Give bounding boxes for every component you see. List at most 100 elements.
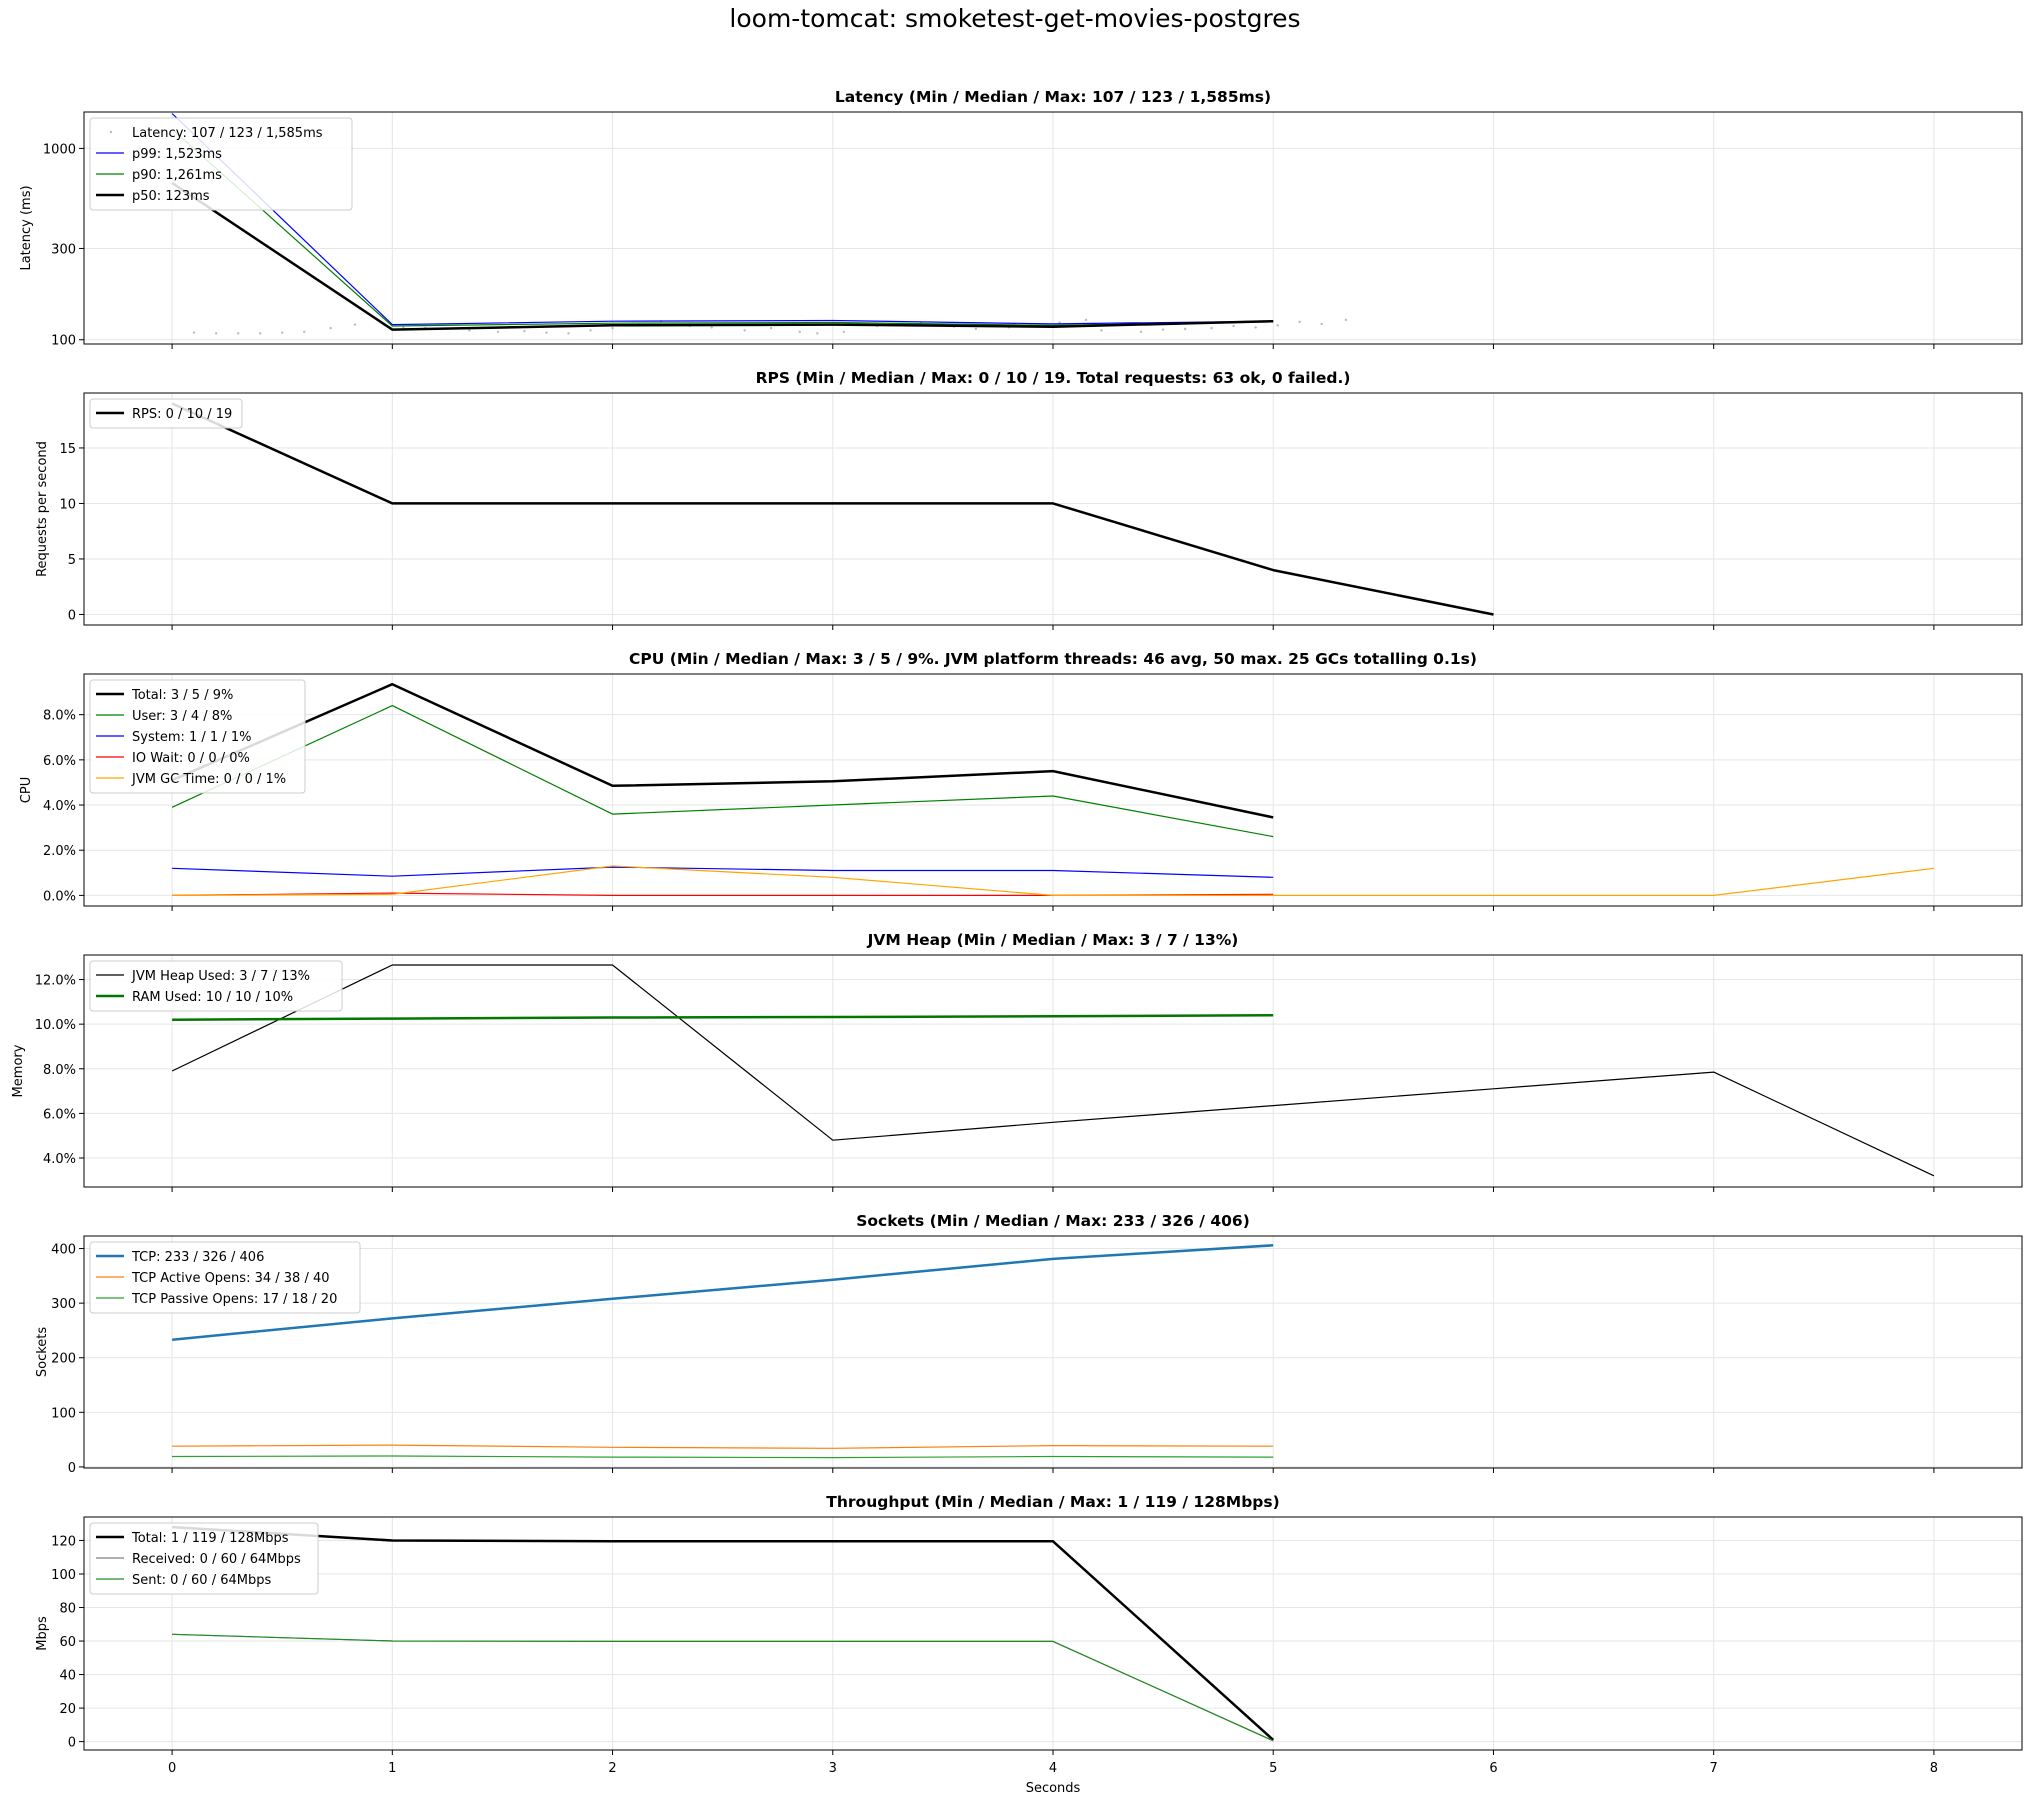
legend-label: System: 1 / 1 / 1%: [132, 730, 251, 745]
latency-sample-point: [1320, 322, 1323, 326]
x-tick-label: 5: [1269, 1761, 1277, 1776]
latency-sample-point: [1254, 326, 1257, 329]
y-tick-label: 1000: [43, 142, 76, 157]
y-tick-label: 8.0%: [43, 709, 76, 724]
x-tick-label: 0: [168, 1761, 176, 1776]
plot-data: [171, 682, 1934, 897]
chart-panel-4: 4.0% 6.0% 8.0% 10.0% 12.0% JVM Heap (Min / Me…: [11, 931, 2023, 1192]
legend-marker: [109, 130, 113, 134]
y-tick-label: 0: [68, 608, 76, 623]
series-line: [171, 682, 1274, 819]
legend-box: [89, 679, 306, 794]
latency-sample-point: [567, 332, 570, 335]
legend-label: TCP: 233 / 326 / 406: [131, 1250, 264, 1265]
y-tick-label: 40: [59, 1669, 76, 1684]
series-line: [172, 1633, 1274, 1742]
latency-sample-point: [1100, 329, 1103, 332]
latency-sample-point: [842, 330, 845, 334]
chart-title: Latency (Min / Median / Max: 107 / 123 /…: [835, 88, 1271, 106]
y-tick-label: 4.0%: [43, 799, 76, 814]
y-tick-label: 5: [68, 553, 76, 568]
legend-label: p99: 1,523ms: [132, 147, 222, 162]
y-tick-label: 8.0%: [43, 1063, 76, 1078]
latency-sample-point: [589, 329, 592, 332]
y-tick-label: 6.0%: [43, 1107, 76, 1122]
y-tick-label: 300: [51, 1297, 76, 1312]
latency-sample-point: [974, 327, 978, 331]
series-line: [172, 866, 1274, 878]
latency-sample-point: [281, 331, 284, 334]
legend-label: p50: 123ms: [132, 189, 210, 204]
y-tick-label: 200: [51, 1352, 76, 1367]
x-axis-label: Seconds: [1026, 1781, 1081, 1796]
latency-sample-point: [1084, 318, 1088, 322]
series-line: [172, 1525, 1275, 1741]
legend-label: User: 3 / 4 / 8%: [132, 709, 232, 724]
legend-label: IO Wait: 0 / 0 / 0%: [132, 751, 250, 766]
chart-panel-3: 0.0% 2.0% 4.0% 6.0% 8.0% CPU (Min / Median / …: [19, 650, 2023, 911]
series-line: [171, 402, 1494, 616]
latency-sample-point: [1210, 326, 1213, 330]
plot-data: [171, 964, 1935, 1177]
latency-sample-point: [545, 331, 548, 334]
latency-sample-point: [1344, 318, 1348, 322]
x-tick-label: 7: [1710, 1761, 1718, 1776]
latency-sample-point: [523, 329, 526, 333]
y-tick-label: 0: [68, 1461, 76, 1476]
latency-sample-point: [192, 331, 196, 334]
y-tick-label: 0: [68, 1736, 76, 1751]
legend-box: [89, 1241, 361, 1314]
figure-title: loom-tomcat: smoketest-get-movies-postgr…: [729, 4, 1301, 33]
plot-data: [171, 402, 1494, 616]
y-tick-label: 400: [51, 1243, 76, 1258]
series-line: [171, 704, 1274, 838]
legend-label: Total: 3 / 5 / 9%: [131, 688, 233, 703]
series-line: [171, 113, 1274, 326]
legend-label: TCP Passive Opens: 17 / 18 / 20: [131, 1292, 337, 1307]
series-line: [171, 181, 1274, 331]
y-tick-label: 10.0%: [35, 1018, 76, 1033]
x-tick-label: 3: [829, 1761, 837, 1776]
legend-label: RAM Used: 10 / 10 / 10%: [132, 990, 293, 1005]
y-tick-label: 20: [59, 1702, 76, 1717]
latency-sample-point: [258, 332, 262, 335]
latency-sample-point: [1161, 328, 1165, 331]
y-tick-label: 6.0%: [43, 754, 76, 769]
latency-sample-point: [1139, 330, 1143, 334]
series-line: [172, 1013, 1274, 1021]
y-tick-label: 100: [51, 1406, 76, 1421]
legend-label: Received: 0 / 60 / 64Mbps: [132, 1552, 301, 1567]
legend-label: TCP Active Opens: 34 / 38 / 40: [131, 1271, 330, 1286]
y-axis-label: Requests per second: [35, 441, 50, 577]
series-line: [172, 1444, 1274, 1449]
legend-box: [89, 117, 353, 211]
chart-panel-1: 100 300 1000 Latency (Min / Median / Max: 1…: [19, 88, 2023, 349]
y-axis-label: Sockets: [35, 1327, 50, 1378]
legend-label: Total: 1 / 119 / 128Mbps: [131, 1531, 289, 1546]
latency-sample-point: [710, 326, 713, 329]
y-tick-label: 100: [51, 1568, 76, 1583]
latency-sample-point: [214, 332, 218, 335]
legend-box: [89, 960, 343, 1012]
legend-label: RPS: 0 / 10 / 19: [132, 407, 232, 422]
chart-title: RPS (Min / Median / Max: 0 / 10 / 19. To…: [756, 369, 1351, 387]
latency-sample-point: [769, 326, 773, 330]
latency-sample-point: [816, 332, 819, 335]
y-tick-label: 15: [59, 442, 76, 457]
y-tick-label: 100: [51, 334, 76, 349]
chart-title: Throughput (Min / Median / Max: 1 / 119 …: [826, 1493, 1279, 1511]
chart-title: CPU (Min / Median / Max: 3 / 5 / 9%. JVM…: [629, 650, 1477, 668]
plot-data: [172, 1525, 1275, 1742]
latency-sample-point: [798, 330, 801, 334]
latency-sample-point: [236, 332, 240, 335]
latency-sample-point: [1276, 324, 1279, 327]
legend-label: JVM Heap Used: 3 / 7 / 13%: [131, 969, 310, 984]
latency-sample-point: [611, 326, 614, 330]
series-line: [171, 1244, 1274, 1341]
latency-sample-point: [1232, 324, 1235, 328]
legend-label: Sent: 0 / 60 / 64Mbps: [132, 1573, 271, 1588]
latency-sample-point: [468, 329, 471, 332]
chart-panel-5: 0 100 200 300 400 Sockets (Min / Median / Max…: [35, 1212, 2023, 1476]
y-axis-label: Latency (ms): [19, 185, 34, 270]
